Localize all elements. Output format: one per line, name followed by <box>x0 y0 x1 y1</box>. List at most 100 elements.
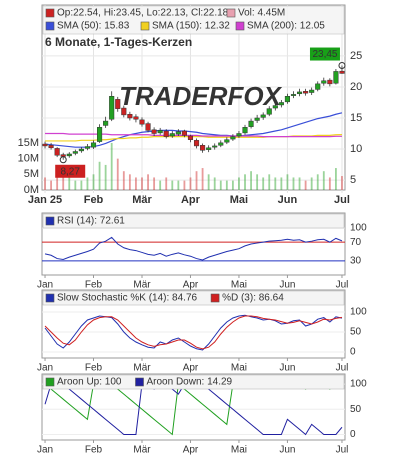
y-tick-label: 70 <box>350 237 362 248</box>
x-tick-label: Jun <box>279 280 295 291</box>
candle-body <box>115 99 121 109</box>
candle-body <box>66 153 72 157</box>
candle-body <box>54 148 60 156</box>
volume-bar <box>50 180 52 190</box>
volume-bar <box>92 174 95 190</box>
volume-bar <box>250 171 252 190</box>
y2-tick-label: 0M <box>24 184 39 196</box>
x-tick-label: Feb <box>84 194 104 206</box>
legend-swatch <box>45 8 55 18</box>
candle-body <box>103 120 109 126</box>
volume-bar <box>128 174 131 190</box>
indicator-line <box>44 236 343 261</box>
legend-bg <box>42 5 345 35</box>
candle-body <box>72 151 78 154</box>
legend-swatch <box>45 21 55 31</box>
candle-body <box>157 130 163 134</box>
candle-body <box>109 96 115 120</box>
candle-body <box>48 145 54 149</box>
legend-label: Aroon Up: 100 <box>57 377 122 388</box>
candle-body <box>278 102 284 106</box>
volume-bar <box>153 177 156 190</box>
volume-bar <box>165 177 168 190</box>
candle-body <box>151 129 157 134</box>
volume-bar <box>219 180 222 190</box>
volume-bar <box>171 180 174 190</box>
y-tick-label: 10 <box>350 143 362 155</box>
candle-body <box>212 145 218 148</box>
legend-label: RSI (14): 72.61 <box>57 216 125 227</box>
candle-body <box>321 80 327 84</box>
candle-body <box>163 130 169 137</box>
candle-body <box>296 91 303 95</box>
legend-bg <box>42 213 345 229</box>
y2-tick-label: 5M <box>24 168 39 180</box>
candle-body <box>181 130 187 136</box>
watermark: TRADERFOX <box>119 81 282 111</box>
x-tick-label: Mär <box>132 194 152 206</box>
candle-body <box>175 131 181 135</box>
volume-bar <box>225 180 228 190</box>
volume-bar <box>244 174 246 190</box>
y-tick-label: 30 <box>350 256 362 267</box>
x-tick-label: Jun <box>279 445 295 456</box>
volume-bar <box>177 180 180 190</box>
volume-bar <box>195 171 198 190</box>
y2-tick-label: 15M <box>18 137 39 149</box>
y-tick-label: 25 <box>350 50 362 62</box>
volume-bar <box>310 177 313 190</box>
candle-body <box>254 117 260 121</box>
y-tick-label: 15 <box>350 112 362 124</box>
legend-label: SMA (200): 12.05 <box>247 21 325 32</box>
x-tick-label: Jun <box>278 194 298 206</box>
legend-label: Aroon Down: 14.29 <box>147 377 233 388</box>
y-tick-label: 0 <box>350 347 356 358</box>
x-tick-label: Jun <box>279 363 295 374</box>
y-tick-label: 50 <box>350 327 362 338</box>
x-tick-label: Apr <box>181 194 201 206</box>
candle-body <box>290 94 297 96</box>
x-tick-label: Jan <box>37 280 53 291</box>
legend-swatch <box>45 216 55 226</box>
x-tick-label: Feb <box>85 280 103 291</box>
volume-bar <box>238 177 240 190</box>
x-tick-label: Apr <box>183 363 199 374</box>
volume-bar <box>110 142 113 190</box>
legend-swatch <box>210 293 220 303</box>
annotation-label: 23,45 <box>312 49 337 60</box>
annotation-box <box>309 47 340 61</box>
candle-body <box>236 133 242 137</box>
sma-line <box>45 132 342 138</box>
volume-bar <box>231 180 234 190</box>
candle-body <box>284 96 290 103</box>
volume-bar <box>335 168 337 190</box>
legend-label: %D (3): 86.64 <box>222 293 284 304</box>
x-tick-label: Jul <box>336 445 349 456</box>
legend-label: Slow Stochastic %K (14): 84.76 <box>57 293 198 304</box>
volume-bar <box>68 177 71 190</box>
legend-label: Vol: 4.45M <box>238 8 285 19</box>
volume-bar <box>280 177 283 190</box>
x-tick-label: Jul <box>336 363 349 374</box>
x-tick-label: Jul <box>334 194 350 206</box>
candle-body <box>242 127 248 134</box>
candle-body <box>121 107 127 116</box>
volume-bar <box>292 177 295 190</box>
legend-swatch <box>235 21 245 31</box>
indicator-line <box>44 315 343 350</box>
legend-swatch <box>135 377 144 387</box>
legend-bg <box>42 290 345 306</box>
legend-swatch <box>45 293 55 303</box>
volume-bar <box>341 176 343 190</box>
volume-bar <box>322 171 325 190</box>
volume-bar <box>316 174 319 190</box>
volume-bar <box>286 174 289 190</box>
x-tick-label: Mai <box>231 445 247 456</box>
y-tick-label: 100 <box>350 379 367 390</box>
y-tick-label: 0 <box>350 429 356 440</box>
candle-body <box>327 79 333 85</box>
candle-body <box>97 127 103 142</box>
volume-bar <box>74 180 77 190</box>
candle-body <box>187 135 194 140</box>
candle-body <box>133 116 139 120</box>
